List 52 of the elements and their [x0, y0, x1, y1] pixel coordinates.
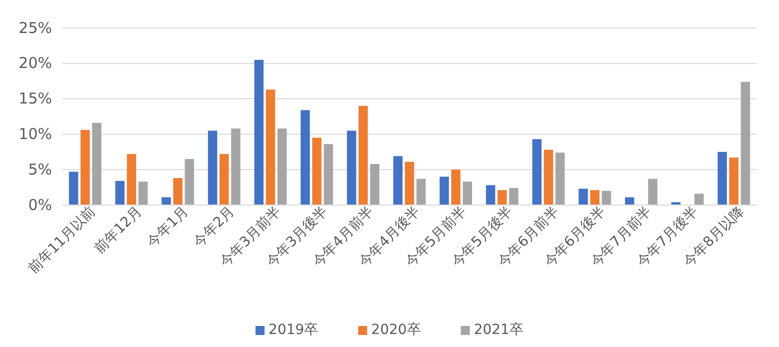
bar [590, 190, 600, 205]
bar [555, 152, 565, 205]
bar [509, 188, 518, 205]
bar [277, 128, 287, 205]
bar [578, 188, 588, 205]
bar [624, 197, 634, 205]
bar [694, 194, 704, 205]
bar [602, 190, 612, 205]
bar [68, 172, 78, 205]
bar [346, 130, 356, 205]
y-tick-label: 25% [18, 18, 52, 37]
bar [393, 156, 403, 205]
y-tick-label: 20% [18, 54, 52, 72]
bar [404, 162, 414, 205]
bar [173, 178, 182, 205]
bar [532, 139, 542, 205]
bar [254, 60, 264, 205]
bar [462, 182, 472, 205]
y-tick-label: 10% [18, 125, 52, 143]
bar [324, 144, 334, 205]
y-tick-label: 15% [18, 90, 52, 108]
legend-label: 2021卒 [474, 322, 524, 338]
bar [266, 90, 276, 205]
bar [208, 130, 218, 205]
bar [740, 82, 750, 205]
bar [162, 197, 171, 205]
bar [718, 152, 727, 205]
bar [648, 178, 658, 205]
bar [312, 138, 322, 205]
bar [300, 110, 310, 205]
bar [80, 130, 90, 205]
bar [184, 158, 194, 205]
y-tick-label: 5% [28, 160, 52, 178]
bar [544, 150, 554, 205]
bar [126, 154, 136, 205]
bar [416, 178, 426, 205]
bar [231, 128, 240, 205]
bar [92, 122, 102, 205]
bar [358, 106, 368, 205]
bar [220, 154, 229, 205]
x-tick-label: 今年1月 [144, 203, 192, 251]
legend-label: 2020卒 [371, 322, 421, 338]
bar [440, 176, 449, 205]
bar [729, 158, 738, 205]
bar [370, 164, 380, 205]
y-tick-label: 0% [28, 196, 52, 214]
bar [498, 190, 507, 205]
bar [486, 185, 496, 205]
bar [138, 182, 148, 205]
bar [451, 170, 460, 205]
legend-label: 2019卒 [268, 322, 318, 338]
bar [115, 180, 125, 205]
